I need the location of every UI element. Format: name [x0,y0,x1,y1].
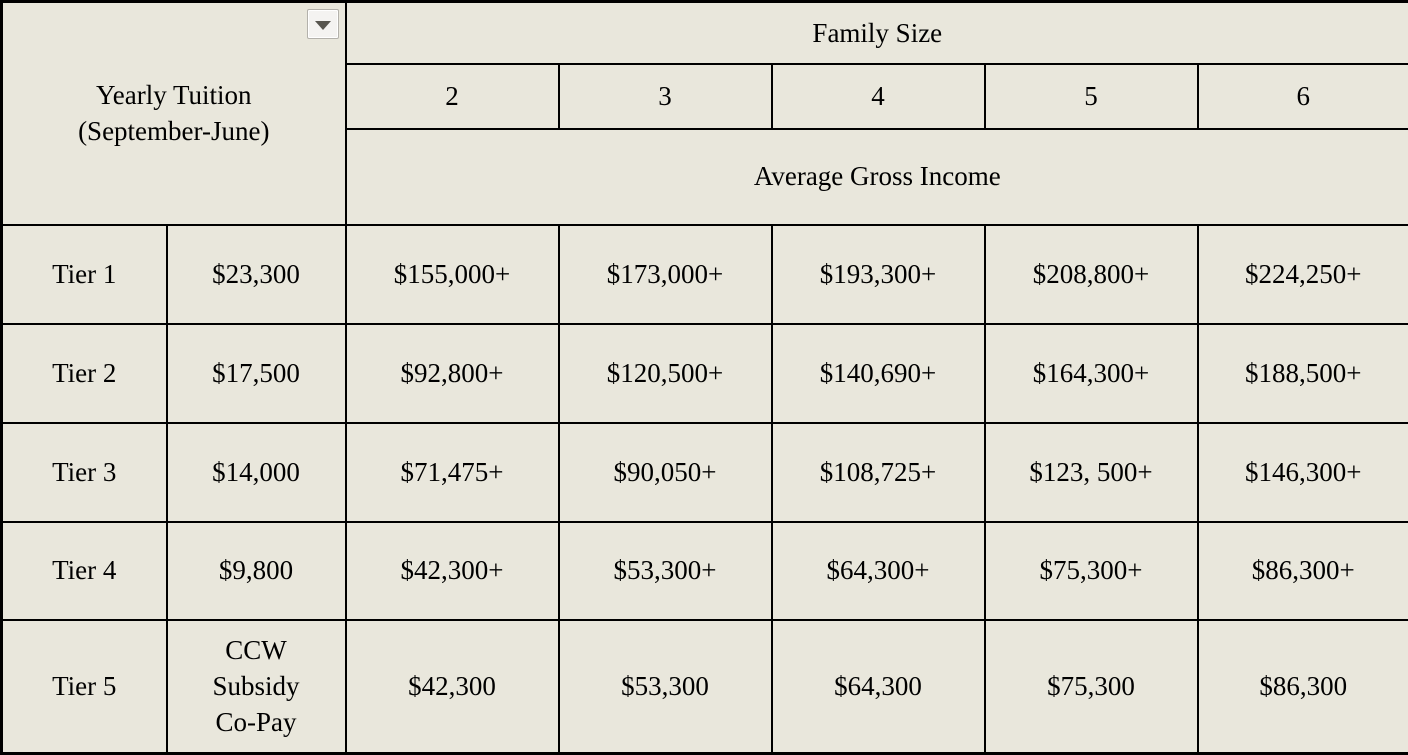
income-value: $208,800+ [985,225,1198,324]
income-value: $188,500+ [1198,324,1408,423]
income-value: $86,300 [1198,620,1408,754]
table-row-tier-4: Tier 4 $9,800 $42,300+ $53,300+ $64,300+… [2,522,1408,620]
header-row-family-size: Yearly Tuition (September-June) Family S… [2,2,1408,64]
income-value: $75,300+ [985,522,1198,620]
family-size-header: Family Size [346,2,1408,64]
table-row-tier-3: Tier 3 $14,000 $71,475+ $90,050+ $108,72… [2,423,1408,522]
income-value: $42,300+ [346,522,559,620]
dropdown-arrow-icon [315,21,331,30]
table-row-tier-2: Tier 2 $17,500 $92,800+ $120,500+ $140,6… [2,324,1408,423]
income-value: $53,300+ [559,522,772,620]
income-value: $86,300+ [1198,522,1408,620]
income-value: $173,000+ [559,225,772,324]
family-size-col-3: 3 [559,64,772,129]
tuition-value: $9,800 [167,522,346,620]
family-size-col-4: 4 [772,64,985,129]
tier-label: Tier 1 [2,225,167,324]
income-value: $64,300+ [772,522,985,620]
income-value: $64,300 [772,620,985,754]
family-size-col-2: 2 [346,64,559,129]
tuition-value: $23,300 [167,225,346,324]
income-value: $140,690+ [772,324,985,423]
table-row-tier-1: Tier 1 $23,300 $155,000+ $173,000+ $193,… [2,225,1408,324]
family-size-col-5: 5 [985,64,1198,129]
income-value: $120,500+ [559,324,772,423]
income-value: $71,475+ [346,423,559,522]
income-value: $224,250+ [1198,225,1408,324]
tuition-value: CCW Subsidy Co-Pay [167,620,346,754]
tier-label: Tier 2 [2,324,167,423]
income-value: $155,000+ [346,225,559,324]
income-value: $53,300 [559,620,772,754]
yearly-tuition-title: Yearly Tuition (September-June) [78,80,269,146]
income-value: $42,300 [346,620,559,754]
table-row-tier-5: Tier 5 CCW Subsidy Co-Pay $42,300 $53,30… [2,620,1408,754]
filter-dropdown-button[interactable] [307,9,339,39]
income-value: $90,050+ [559,423,772,522]
income-value: $92,800+ [346,324,559,423]
family-size-col-6: 6 [1198,64,1408,129]
tuition-value: $17,500 [167,324,346,423]
income-value: $108,725+ [772,423,985,522]
tier-label: Tier 4 [2,522,167,620]
income-value: $146,300+ [1198,423,1408,522]
tier-label: Tier 5 [2,620,167,754]
tier-label: Tier 3 [2,423,167,522]
income-value: $75,300 [985,620,1198,754]
income-value: $193,300+ [772,225,985,324]
corner-cell-yearly-tuition: Yearly Tuition (September-June) [2,2,346,225]
avg-gross-income-header: Average Gross Income [346,129,1408,225]
tuition-value: $14,000 [167,423,346,522]
income-value: $123, 500+ [985,423,1198,522]
income-value: $164,300+ [985,324,1198,423]
